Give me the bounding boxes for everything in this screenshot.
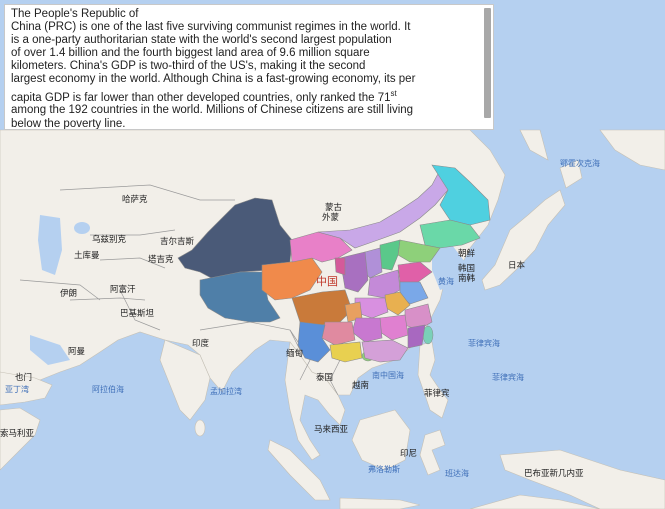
label-india: 印度 (192, 338, 210, 349)
info-title: The People's Republic of (11, 8, 139, 20)
label-flores: 弗洛勒斯 (368, 464, 400, 474)
label-malaysia: 马来西亚 (314, 425, 349, 435)
label-yemen: 也门 (15, 372, 32, 383)
java (339, 497, 421, 509)
label-banda: 班达海 (445, 468, 469, 478)
info-line-4: kilometers. China's GDP is two-third of … (11, 60, 366, 73)
label-bay-of-bengal: 孟加拉湾 (210, 386, 242, 396)
label-kazakhstan: 哈萨克 (122, 194, 148, 205)
indochina-landmass (284, 341, 346, 461)
label-tajikistan: 塔吉克 (148, 254, 174, 265)
label-philippines: 菲律宾 (424, 388, 450, 399)
sakhalin (519, 129, 549, 161)
label-mongolia-2: 外蒙 (322, 212, 340, 223)
country-labels: 中国 哈萨克 蒙古 外蒙 吉尔吉斯 乌兹别克 土库曼 塔吉克 阿富汗 伊朗 巴基… (0, 194, 584, 479)
label-china: 中国 (316, 275, 338, 288)
borneo (351, 409, 411, 471)
info-text: The People's Republic of China (PRC) is … (11, 8, 477, 130)
label-gulf-of-aden: 亚丁湾 (5, 384, 29, 394)
label-pakistan: 巴基斯坦 (120, 308, 155, 319)
province-yunnan[interactable] (297, 321, 331, 363)
label-uzbekistan: 乌兹别克 (92, 234, 127, 245)
sri-lanka (194, 419, 206, 437)
kamchatka (599, 129, 665, 171)
new-guinea (499, 449, 665, 509)
label-png: 巴布亚新几内亚 (524, 468, 584, 479)
china-provinces[interactable] (177, 164, 491, 363)
label-turkmenistan: 土库曼 (74, 250, 100, 261)
caspian-sea (38, 215, 62, 275)
info-line-1: China (PRC) is one of the last five surv… (11, 21, 411, 34)
province-guangdong[interactable] (361, 339, 409, 363)
label-kyrgyzstan: 吉尔吉斯 (160, 236, 195, 247)
label-japan: 日本 (508, 260, 526, 271)
label-philippine-sea-1: 菲律宾海 (468, 338, 500, 348)
africa-landmass (0, 407, 41, 471)
label-south-china-sea: 南中国海 (372, 370, 404, 380)
label-iran: 伊朗 (60, 288, 77, 299)
hokkaido (559, 159, 583, 189)
label-philippine-sea-2: 菲律宾海 (492, 372, 524, 382)
label-myanmar: 缅甸 (286, 348, 303, 359)
sea-labels: 亚丁湾 阿拉伯海 孟加拉湾 南中国海 黄海 菲律宾海 菲律宾海 鄂霍次克海 弗洛… (5, 158, 600, 478)
australia-top (469, 494, 601, 509)
label-north-korea: 朝鲜 (458, 248, 476, 259)
aral-sea (74, 222, 90, 234)
sulawesi (419, 429, 446, 476)
philippines-islands (417, 341, 449, 419)
label-vietnam: 越南 (352, 380, 369, 391)
province-tibet[interactable] (199, 271, 281, 323)
info-line-5: largest economy in the world. Although C… (11, 73, 416, 86)
yellow-sea (432, 245, 465, 290)
label-afghanistan: 阿富汗 (110, 284, 136, 295)
label-arabian-sea: 阿拉伯海 (92, 384, 124, 394)
info-line-6-sup: st (390, 88, 397, 98)
label-oman: 阿曼 (68, 347, 86, 357)
label-mongolia-1: 蒙古 (325, 202, 343, 213)
label-south-korea-2: 南韩 (458, 273, 476, 284)
label-somalia: 索马利亚 (0, 428, 35, 439)
info-line-6: capita GDP is far lower than other devel… (11, 91, 391, 104)
info-line-7: among the 192 countries in the world. Mi… (11, 104, 414, 117)
japan-islands (481, 189, 566, 291)
label-yellow-sea: 黄海 (438, 276, 454, 286)
arabia-landmass (0, 371, 53, 406)
persian-gulf (30, 335, 70, 365)
info-scrollbar[interactable] (484, 8, 491, 118)
info-line-3: of over 1.4 billion and the fourth bigge… (11, 47, 370, 60)
country-borders (19, 184, 341, 396)
label-okhotsk: 鄂霍次克海 (560, 158, 600, 168)
info-line-2: is a one-party authoritarian state with … (11, 34, 392, 47)
sumatra (267, 439, 331, 501)
province-fujian[interactable] (407, 324, 426, 349)
info-line-8: below the poverty line. (11, 117, 126, 130)
province-shandong[interactable] (397, 261, 433, 283)
india-peninsula (159, 339, 211, 421)
label-thailand: 泰国 (316, 372, 333, 383)
province-guangxi[interactable] (329, 341, 363, 363)
label-south-korea-1: 韩国 (458, 263, 475, 274)
label-indonesia: 印尼 (400, 448, 417, 459)
province-heilongjiang[interactable] (431, 164, 491, 226)
province-shaanxi[interactable] (339, 251, 369, 293)
info-panel[interactable]: The People's Republic of China (PRC) is … (4, 4, 494, 130)
province-ningxia[interactable] (334, 257, 346, 276)
